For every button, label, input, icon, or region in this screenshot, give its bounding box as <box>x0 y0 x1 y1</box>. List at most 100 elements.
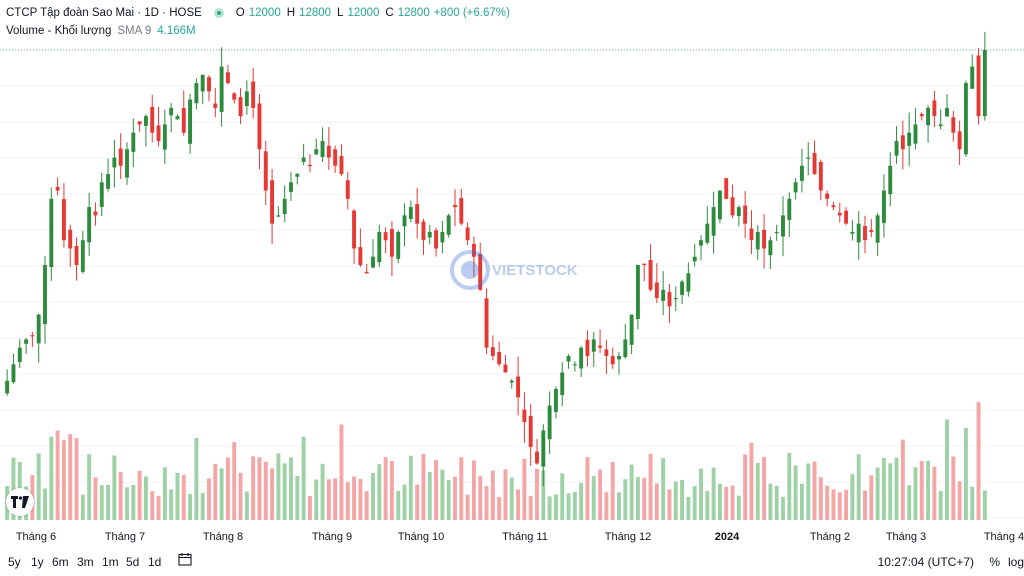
volume-bar <box>99 485 104 520</box>
candle-body <box>831 205 836 208</box>
range-button-1y[interactable]: 1y <box>31 555 44 569</box>
volume-bar <box>686 496 691 520</box>
candle-body <box>251 81 256 108</box>
market-status-icon[interactable] <box>213 8 224 18</box>
candle-body <box>907 132 912 146</box>
bottom-toolbar: 5y 1y 6m 3m 1m 5d 1d 10:27:04 (UTC+7) % … <box>0 548 1024 576</box>
log-scale-toggle[interactable]: log <box>1007 555 1024 569</box>
volume-bar <box>175 472 180 520</box>
volume-bar <box>427 472 432 520</box>
volume-bar <box>244 491 249 520</box>
candle-body <box>781 215 785 237</box>
candle-body <box>276 215 281 217</box>
candle-body <box>945 107 949 117</box>
candle-body <box>900 135 905 150</box>
calendar-icon[interactable] <box>178 552 192 566</box>
volume-bar <box>699 468 703 520</box>
candle-body <box>301 157 306 162</box>
volume-bar <box>598 469 603 520</box>
volume-bar <box>894 457 899 520</box>
volume-bar <box>591 476 596 520</box>
svg-text:VIETSTOCK: VIETSTOCK <box>492 262 578 279</box>
clock-readout[interactable]: 10:27:04 (UTC+7) <box>877 555 974 569</box>
candle-body <box>976 55 981 117</box>
candle-body <box>863 226 867 241</box>
volume-title[interactable]: Volume - Khối lượng <box>6 24 112 37</box>
volume-bar <box>850 474 855 520</box>
candle-body <box>774 231 779 234</box>
candle-body <box>49 198 54 268</box>
range-button-3m[interactable]: 3m <box>77 555 94 569</box>
volume-bar <box>717 483 722 520</box>
range-button-5d[interactable]: 5d <box>126 555 140 569</box>
percent-scale-toggle[interactable]: % <box>989 555 1000 569</box>
volume-bar <box>389 461 394 520</box>
volume-bar <box>320 463 325 520</box>
candle-body <box>579 347 584 369</box>
volume-bar <box>793 465 798 520</box>
volume-bar <box>352 476 357 520</box>
volume-bar <box>289 457 293 520</box>
volume-bar <box>194 437 199 520</box>
candle-body <box>869 230 874 232</box>
volume-bar <box>251 456 256 520</box>
candle-body <box>307 164 312 167</box>
candle-body <box>427 231 432 238</box>
volume-bar <box>143 476 148 520</box>
volume-bar <box>188 494 193 520</box>
volume-bar <box>516 489 521 520</box>
x-tick-label: Tháng 11 <box>502 531 548 543</box>
candle-body <box>106 174 111 189</box>
candle-body <box>894 140 899 156</box>
x-tick-label: Tháng 8 <box>203 531 243 543</box>
volume-bar <box>541 470 546 520</box>
candle-body <box>244 91 249 107</box>
volume-bar <box>112 455 117 520</box>
candle-body <box>497 351 502 365</box>
candle-body <box>225 72 230 84</box>
volume-bar <box>711 467 716 520</box>
volume-bar <box>333 478 338 520</box>
x-tick-label: Tháng 10 <box>398 531 444 543</box>
volume-bar <box>553 494 558 520</box>
candle-body <box>207 77 211 92</box>
candle-body <box>43 265 47 325</box>
volume-bar <box>55 430 60 520</box>
volume-bar <box>270 468 275 520</box>
candle-body <box>371 256 375 268</box>
range-button-5y[interactable]: 5y <box>8 555 21 569</box>
vietstock-watermark: VIETSTOCK <box>446 248 596 292</box>
candle-body <box>957 131 962 150</box>
volume-bar <box>724 486 729 520</box>
volume-bar <box>326 479 331 520</box>
candle-body <box>736 207 741 217</box>
candle-body <box>793 182 798 193</box>
volume-bar <box>282 463 287 520</box>
symbol-title[interactable]: CTCP Tập đoàn Sao Mai · 1D · HOSE <box>6 6 202 19</box>
candle-body <box>125 149 129 178</box>
volume-bar <box>528 496 533 520</box>
candle-body <box>623 339 628 358</box>
candle-body <box>30 335 35 337</box>
range-button-1d[interactable]: 1d <box>148 555 162 569</box>
volume-legend-row: Volume - Khối lượng SMA 9 4.166M <box>6 22 510 40</box>
x-tick-label: Tháng 7 <box>105 531 145 543</box>
candle-body <box>522 409 527 423</box>
candle-body <box>635 265 640 320</box>
change-value: +800 (+6.67%) <box>433 6 510 19</box>
price-chart[interactable]: Tháng 6 Tháng 7 Tháng 8 Tháng 9 Tháng 10 Thán… <box>0 0 1024 548</box>
volume-bar <box>490 470 495 520</box>
volume-bar <box>926 460 931 520</box>
volume-bar <box>825 485 830 520</box>
volume-bar <box>585 457 590 520</box>
range-button-6m[interactable]: 6m <box>52 555 69 569</box>
candle-body <box>434 230 439 249</box>
volume-bar <box>787 452 792 520</box>
ohlc-legend-row: CTCP Tập đoàn Sao Mai · 1D · HOSE O 12000… <box>6 4 510 22</box>
range-button-1m[interactable]: 1m <box>102 555 119 569</box>
tradingview-logo-icon[interactable] <box>6 488 34 516</box>
volume-bar <box>875 467 880 520</box>
volume-bar <box>818 477 823 520</box>
candle-body <box>598 345 603 348</box>
candle-body <box>673 298 678 300</box>
